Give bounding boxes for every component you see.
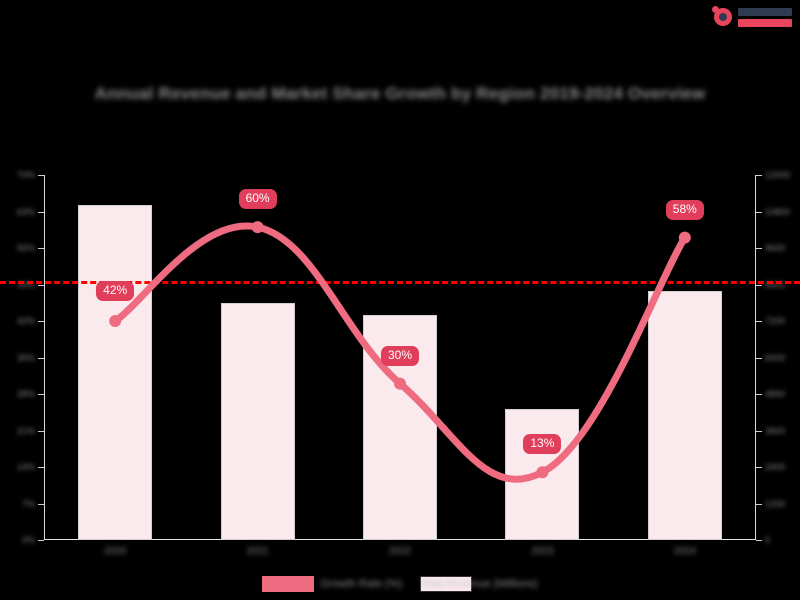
right-axis-tick: [756, 467, 762, 468]
right-axis-line: [755, 175, 756, 540]
left-axis-tick: [38, 394, 44, 395]
left-axis-tick-label: 35%: [16, 352, 35, 363]
left-axis-tick-label: 70%: [16, 170, 35, 180]
bar-2020[interactable]: [78, 205, 153, 540]
left-axis-line: [44, 175, 45, 540]
left-axis-tick: [38, 211, 44, 213]
left-axis-tick: [38, 357, 44, 359]
left-axis-tick: [38, 430, 44, 432]
data-label-2020: 42%: [96, 281, 135, 301]
data-label-2024: 58%: [665, 199, 704, 220]
left-axis-tick: [38, 284, 44, 286]
right-axis-tick: [756, 503, 762, 505]
right-axis-tick: [756, 540, 762, 541]
right-axis-tick: [756, 211, 762, 213]
x-axis-label-2020: 2020: [104, 546, 127, 557]
legend-swatch-bar: [420, 576, 473, 592]
data-label-2023: 13%: [523, 434, 562, 455]
line-marker-2020[interactable]: [109, 315, 122, 327]
right-axis-tick-label: 12000: [765, 170, 791, 180]
chart-title-container: Annual Revenue and Market Share Growth b…: [0, 80, 800, 108]
brand-logo: REPORT EXPLORER: [712, 4, 792, 30]
chart-title: Annual Revenue and Market Share Growth b…: [94, 84, 706, 103]
legend-item-bar[interactable]: Total Revenue (Millions): [420, 576, 538, 592]
legend-label-bar: Total Revenue (Millions): [420, 578, 538, 590]
bar-2021[interactable]: [220, 302, 295, 540]
right-axis-tick-label: 10800: [765, 206, 791, 217]
left-axis-tick: [38, 175, 44, 176]
left-axis-tick-label: 0%: [21, 535, 35, 545]
right-axis-tick-label: 9600: [765, 243, 786, 253]
left-axis-tick-label: 28%: [16, 389, 35, 399]
left-axis-tick-label: 56%: [16, 243, 35, 253]
plot-area: 70% 63% 56% 49% 42% 35% 28% 21% 14% 7% 0% 12000 108…: [0, 170, 800, 557]
left-axis-tick-label: 63%: [16, 206, 35, 217]
logo-line1: REPORT: [738, 7, 792, 17]
legend-item-line[interactable]: Growth Rate (%): [262, 576, 402, 592]
logo-text: REPORT EXPLORER: [738, 7, 792, 28]
right-axis-tick: [756, 248, 762, 249]
x-axis-label-2024: 2024: [673, 546, 696, 557]
line-series: [109, 221, 691, 483]
data-label-2022: 30%: [380, 345, 420, 366]
line-marker-2024[interactable]: [678, 231, 691, 244]
chart-legend: Growth Rate (%) Total Revenue (Millions): [0, 576, 800, 592]
right-axis-tick-label: 2400: [765, 462, 786, 472]
x-axis-label-2022: 2022: [388, 546, 412, 557]
x-axis-label-2021: 2021: [246, 546, 269, 557]
right-axis-tick: [756, 175, 762, 176]
left-axis-tick: [38, 321, 44, 322]
line-marker-2023[interactable]: [536, 466, 549, 479]
left-axis-tick-label: 7%: [21, 498, 35, 509]
left-axis-tick: [38, 540, 44, 541]
line-marker-2022[interactable]: [394, 377, 406, 390]
right-axis-tick: [756, 357, 762, 359]
left-axis-tick: [38, 503, 44, 505]
left-axis-tick-label: 49%: [16, 279, 35, 290]
logo-mark-icon: [712, 6, 734, 28]
right-axis-tick: [756, 321, 762, 322]
right-axis-tick: [756, 284, 762, 286]
right-axis-tick-label: 1200: [765, 498, 786, 509]
threshold-line: [0, 281, 800, 285]
x-axis-label-2023: 2023: [531, 546, 554, 557]
left-axis-tick: [38, 467, 44, 468]
right-axis-tick-label: 0: [765, 535, 771, 545]
right-axis-tick-label: 4800: [765, 389, 786, 399]
left-axis-tick-label: 42%: [16, 316, 35, 326]
left-axis-tick: [38, 248, 44, 249]
left-axis-tick-label: 14%: [16, 462, 35, 472]
legend-swatch-line: [262, 576, 315, 592]
right-axis-tick-label: 7200: [765, 316, 786, 326]
right-axis-tick-label: 8400: [765, 279, 786, 290]
left-axis-tick-label: 21%: [16, 425, 35, 436]
logo-line2: EXPLORER: [738, 18, 792, 28]
right-axis-tick: [756, 394, 762, 395]
right-axis-tick-label: 3600: [765, 425, 786, 436]
right-axis-tick-label: 6000: [765, 352, 786, 363]
data-label-2021: 60%: [238, 189, 277, 210]
line-marker-2021[interactable]: [251, 221, 264, 234]
bar-2024[interactable]: [647, 290, 722, 540]
right-axis-tick: [756, 430, 762, 432]
legend-label-line: Growth Rate (%): [320, 578, 403, 590]
